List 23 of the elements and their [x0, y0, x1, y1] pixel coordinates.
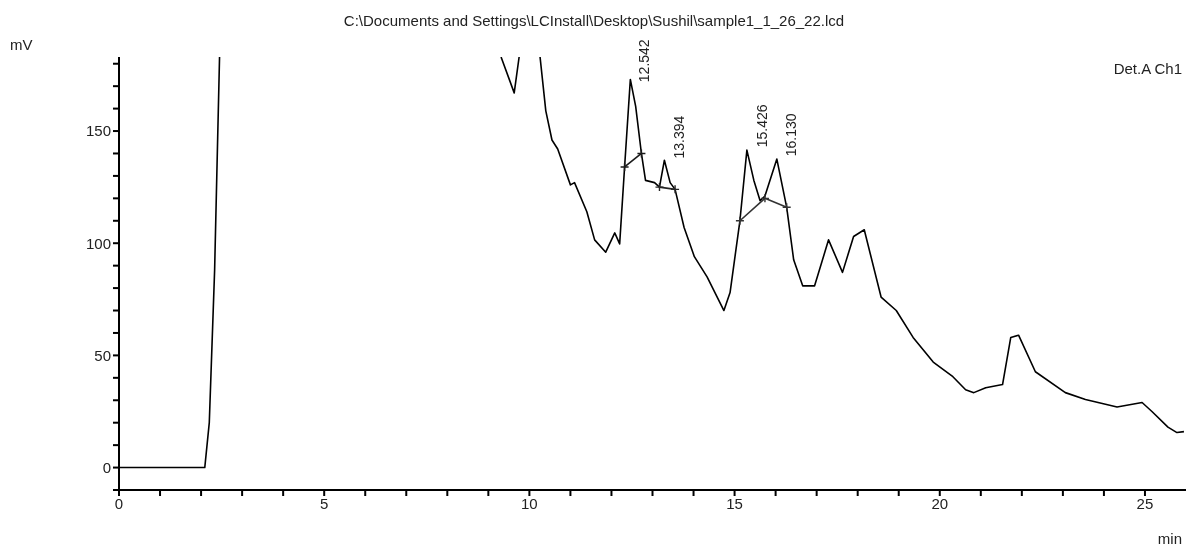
chart-title: C:\Documents and Settings\LCInstall\Desktop\Sushil\sample1_1_26_22.lcd [342, 12, 846, 29]
x-tick-label: 20 [931, 494, 949, 512]
x-tick-label: 15 [726, 494, 743, 512]
point [735, 216, 745, 226]
annotation: 15.426 [754, 104, 771, 148]
point [654, 182, 665, 192]
annotation: 16.130 [782, 113, 799, 157]
y-tick-label: 100 [85, 234, 111, 252]
point [760, 193, 770, 204]
x-tick-label: 5 [320, 494, 329, 512]
point [619, 162, 630, 172]
y-tick-label: 0 [102, 458, 111, 476]
y-axis-title: mV [10, 36, 33, 53]
point [670, 184, 680, 195]
annotation: Det.A Ch1 [1113, 60, 1182, 77]
y-tick-label: 150 [85, 122, 111, 140]
annotation: 13.394 [670, 115, 687, 159]
annotation: 12.542 [635, 39, 652, 83]
x-tick-label: 25 [1136, 494, 1154, 512]
y-tick-label: 50 [94, 346, 111, 364]
x-tick-label: 10 [521, 494, 538, 512]
x-axis-title: min [1157, 530, 1182, 547]
x-tick-label: 0 [114, 494, 124, 512]
